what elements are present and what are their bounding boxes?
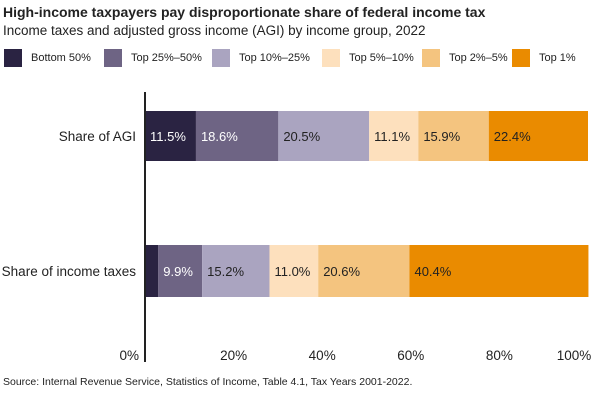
bar-segment-share-of-income-taxes-bottom-50pct	[145, 245, 159, 297]
bar-segment-share-of-agi-top-5pct-10pct	[369, 111, 419, 161]
legend-item-top-25pct-50pct: Top 25%–50%	[104, 48, 202, 68]
x-tick-label: 0%	[119, 348, 139, 363]
bar-segment-share-of-agi-bottom-50pct	[145, 111, 196, 161]
bar-segment-share-of-agi-top-25pct-50pct	[195, 111, 279, 161]
x-tick-label: 80%	[486, 348, 513, 363]
x-tick-label: 100%	[557, 348, 592, 363]
legend-label: Top 1%	[539, 52, 576, 64]
bar-segment-share-of-income-taxes-top-2pct-5pct	[318, 245, 410, 297]
legend-item-bottom-50pct: Bottom 50%	[4, 48, 91, 68]
bar-segment-share-of-agi-top-2pct-5pct	[418, 111, 489, 161]
x-tick-label: 40%	[309, 348, 336, 363]
data-label: 11.1%	[374, 129, 410, 144]
source-note: Source: Internal Revenue Service, Statis…	[3, 376, 413, 388]
bar-segment-share-of-income-taxes-top-25pct-50pct	[158, 245, 203, 297]
data-label: 20.5%	[283, 129, 320, 144]
bar-segment-share-of-income-taxes-top-5pct-10pct	[269, 245, 319, 297]
category-label-share-of-income-taxes: Share of income taxes	[2, 264, 137, 279]
data-label: 11.0%	[274, 264, 310, 279]
legend-label: Top 25%–50%	[131, 52, 202, 64]
legend-swatch	[104, 49, 122, 67]
legend-item-top-5pct-10pct: Top 5%–10%	[322, 48, 414, 68]
legend-swatch	[4, 49, 22, 67]
legend-item-top-10pct-25pct: Top 10%–25%	[212, 48, 310, 68]
legend-label: Bottom 50%	[31, 52, 91, 64]
data-label: 40.4%	[414, 264, 451, 279]
bar-segment-share-of-income-taxes-top-1pct	[409, 245, 589, 297]
bar-segment-share-of-agi-top-10pct-25pct	[278, 111, 370, 161]
legend-swatch	[512, 49, 530, 67]
data-label: 15.2%	[207, 264, 244, 279]
data-label: 15.9%	[423, 129, 460, 144]
legend-label: Top 5%–10%	[349, 52, 414, 64]
data-label: 22.4%	[494, 129, 531, 144]
bar-segment-share-of-agi-top-1pct	[488, 111, 588, 161]
chart-title: High-income taxpayers pay disproportiona…	[3, 4, 486, 20]
legend-item-top-1pct: Top 1%	[512, 48, 576, 68]
data-label: 20.6%	[323, 264, 360, 279]
data-label: 18.6%	[201, 129, 238, 144]
x-tick-label: 20%	[220, 348, 247, 363]
legend-label: Top 10%–25%	[239, 52, 310, 64]
legend-swatch	[422, 49, 440, 67]
legend: Bottom 50% Top 25%–50% Top 10%–25% Top 5%–1…	[4, 48, 600, 70]
legend-swatch	[322, 49, 340, 67]
legend-label: Top 2%–5%	[449, 52, 508, 64]
data-label: 11.5%	[150, 129, 186, 144]
legend-item-top-2pct-5pct: Top 2%–5%	[422, 48, 508, 68]
data-label: 9.9%	[163, 264, 193, 279]
x-tick-label: 60%	[397, 348, 424, 363]
chart-subtitle: Income taxes and adjusted gross income (…	[3, 23, 426, 38]
category-label-share-of-agi: Share of AGI	[59, 129, 136, 144]
bar-segment-share-of-income-taxes-top-10pct-25pct	[202, 245, 270, 297]
legend-swatch	[212, 49, 230, 67]
